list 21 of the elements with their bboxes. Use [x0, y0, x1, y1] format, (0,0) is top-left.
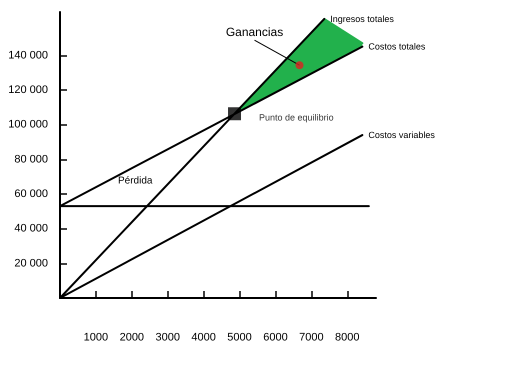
y-tick-label: 120 000	[8, 84, 48, 96]
y-tick-label: 140 000	[8, 49, 48, 62]
annotation: Pérdida	[118, 176, 153, 186]
y-tick-label: 60 000	[14, 188, 48, 200]
x-tick-label: 6000	[263, 332, 288, 344]
annotation: Ganancias	[226, 25, 284, 40]
y-tick-label: 80 000	[14, 153, 48, 166]
series-label: Costos variables	[368, 130, 436, 140]
y-tick-label: 100 000	[8, 118, 48, 131]
x-tick-label: 7000	[299, 332, 324, 344]
x-tick-label: 8000	[335, 332, 360, 344]
x-tick-label: 4000	[191, 332, 216, 344]
y-tick-label: 20 000	[14, 257, 48, 270]
series-label: Costos totales	[368, 42, 426, 52]
x-tick-label: 1000	[84, 332, 108, 344]
y-tick-label: 40 000	[14, 222, 48, 235]
x-tick-label: 2000	[120, 332, 144, 344]
x-tick-label: 3000	[155, 332, 180, 344]
series-label: Ingresos totales	[330, 14, 394, 24]
x-tick-label: 5000	[227, 332, 252, 344]
series-label: Punto de equilibrio	[259, 112, 334, 123]
